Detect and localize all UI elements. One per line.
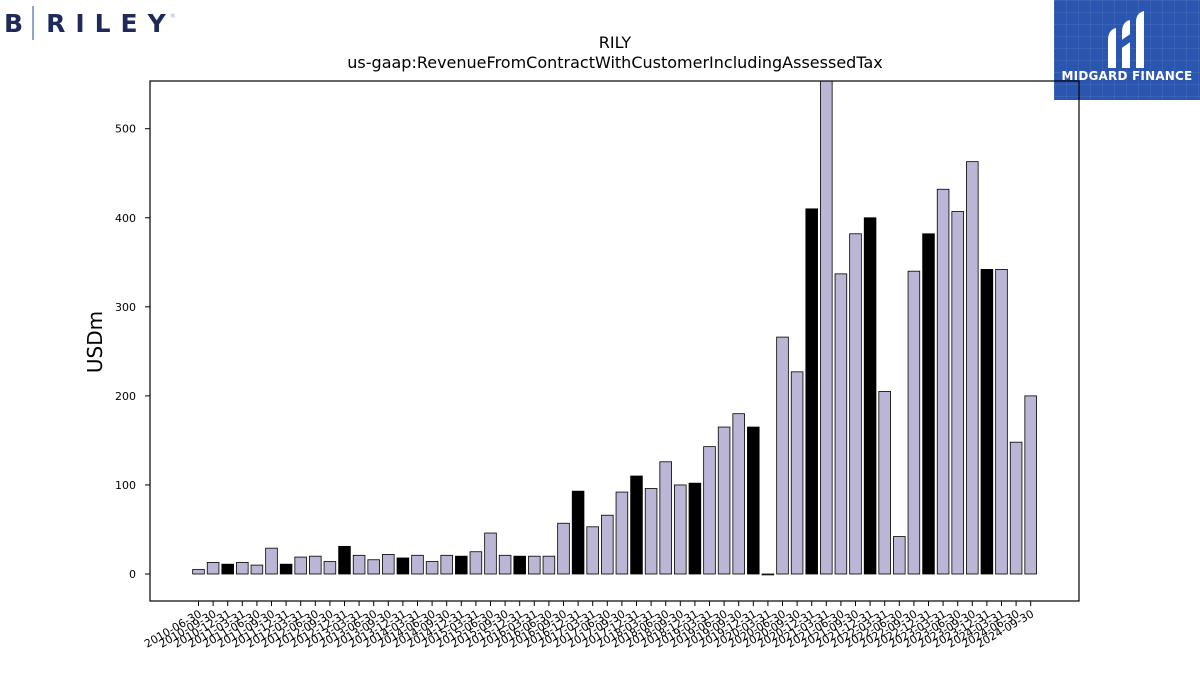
bar-2014-03-31	[411, 554, 424, 575]
bar-2018-09-30	[674, 484, 687, 575]
bar-2019-09-30	[732, 413, 745, 575]
b-riley-logo-name: RILEY	[46, 8, 176, 38]
bar-2011-06-30	[250, 564, 264, 575]
bar-2020-12-31	[805, 208, 818, 575]
bar-2011-12-31	[279, 563, 293, 575]
bar-2024-09-30	[1024, 395, 1037, 575]
b-riley-logo-divider	[32, 6, 35, 40]
midgard-finance-logo: MIDGARD FINANCE	[1054, 0, 1200, 100]
y-tick-label: 100	[115, 479, 136, 492]
bar-2018-06-30	[659, 461, 672, 575]
y-tick-label: 200	[115, 390, 136, 403]
bar-2023-09-30	[966, 161, 979, 575]
bar-2021-06-30	[834, 273, 848, 575]
bar-2016-09-30	[557, 522, 570, 575]
bar-2020-06-30	[776, 336, 789, 575]
bar-2014-06-30	[425, 561, 439, 575]
y-axis-ticks: 0 100 200 300 400 500	[115, 123, 150, 581]
y-tick-label: 0	[129, 568, 136, 581]
chart-title: RILY	[599, 33, 632, 52]
bar-2019-03-31	[703, 446, 716, 575]
b-riley-logo-b: B	[4, 8, 25, 38]
bar-2010-06-30	[192, 569, 205, 575]
x-axis-ticks: 2010-06-302010-09-302010-12-312011-03-31…	[142, 601, 1036, 651]
bar-2020-09-30	[790, 371, 804, 575]
bar-2021-09-30	[849, 233, 862, 575]
bar-2012-09-30	[323, 561, 337, 575]
bar-2013-06-30	[367, 559, 380, 575]
b-riley-logo-trademark: ®	[169, 12, 176, 20]
y-axis-label: USDm	[83, 311, 107, 373]
plot-frame	[149, 80, 1080, 602]
bar-2018-03-31	[644, 488, 658, 575]
bar-2019-06-30	[717, 426, 731, 575]
bar-2012-12-31	[338, 545, 351, 575]
bar-2023-03-31	[936, 188, 950, 575]
bar-2012-06-30	[309, 555, 322, 575]
bar-2016-12-31	[571, 490, 585, 575]
bar-2022-03-31	[878, 391, 891, 575]
bar-2014-12-31	[455, 555, 468, 575]
bar-2017-09-30	[615, 491, 629, 575]
bar-2013-12-31	[396, 557, 410, 575]
bar-2023-06-30	[951, 211, 964, 575]
bar-2020-03-31	[761, 573, 775, 576]
bar-2011-09-30	[265, 547, 278, 575]
bar-2014-09-30	[440, 554, 453, 575]
bar-2024-03-31	[995, 269, 1008, 575]
bar-2011-03-31	[236, 562, 249, 575]
bar-2024-06-30	[1009, 441, 1023, 575]
bar-2010-09-30	[206, 562, 220, 575]
bar-2022-09-30	[907, 270, 921, 575]
y-tick-label: 300	[115, 301, 136, 314]
bar-2018-12-31	[688, 482, 702, 575]
bar-2022-12-31	[922, 233, 935, 575]
bar-2021-12-31	[863, 217, 877, 575]
b-riley-logo: B RILEY ®	[4, 4, 176, 42]
bar-2015-03-31	[469, 551, 483, 575]
bar-2017-06-30	[601, 514, 614, 575]
bar-2013-09-30	[382, 554, 395, 575]
bar-2017-12-31	[630, 475, 643, 575]
bar-2015-06-30	[484, 532, 497, 575]
bar-2016-06-30	[542, 555, 556, 575]
bar-2023-12-31	[980, 269, 994, 575]
bar-2015-12-31	[513, 555, 526, 575]
chart-subtitle: us-gaap:RevenueFromContractWithCustomerI…	[347, 53, 882, 72]
bar-2022-06-30	[893, 536, 906, 575]
bar-2012-03-31	[294, 556, 307, 575]
midgard-logo-text: MIDGARD FINANCE	[1061, 69, 1193, 83]
bar-2010-12-31	[221, 563, 234, 575]
bar-2016-03-31	[528, 555, 541, 575]
y-tick-label: 500	[115, 123, 136, 136]
bar-group	[192, 80, 1037, 576]
midgard-logo-icon	[1108, 11, 1144, 68]
bar-2021-03-31	[820, 80, 833, 575]
y-tick-label: 400	[115, 212, 136, 225]
bar-2017-03-31	[586, 526, 599, 575]
bar-2013-03-31	[352, 554, 366, 575]
bar-2019-12-31	[747, 426, 760, 575]
bar-2015-09-30	[498, 554, 512, 575]
